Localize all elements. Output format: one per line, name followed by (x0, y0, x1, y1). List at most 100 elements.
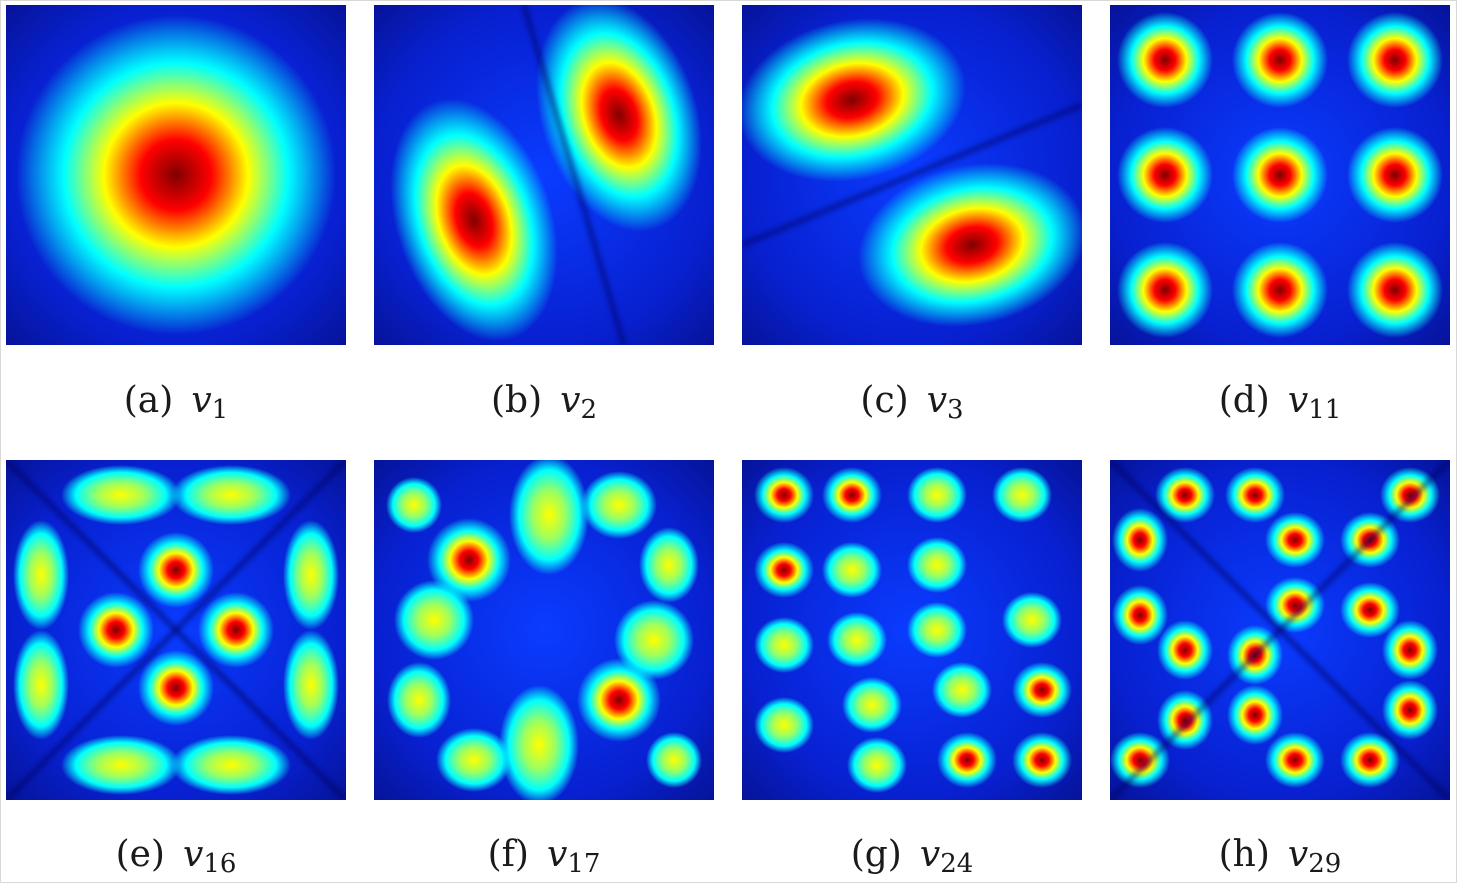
weak-lobe (639, 527, 699, 603)
peak-lobe (1347, 127, 1443, 223)
weak-lobe (171, 735, 291, 795)
caption-e: (e) v16 (6, 834, 346, 879)
eigenmode-heatmap-v3 (742, 5, 1082, 345)
caption-e-label: (e) (115, 834, 165, 875)
peak-lobe (1227, 685, 1283, 745)
peak-lobe (390, 98, 558, 342)
nodal-line (1110, 460, 1450, 800)
peak-lobe (427, 518, 511, 602)
peak-lobe (858, 163, 1082, 327)
peak-lobe (1382, 680, 1438, 740)
weak-lobe (61, 735, 181, 795)
caption-d: (d) v11 (1110, 380, 1450, 425)
peak-lobe (138, 650, 214, 726)
panel-e-plot (6, 460, 346, 800)
peak-lobe (1265, 732, 1325, 788)
weak-lobe (386, 477, 442, 533)
peak-lobe (1347, 12, 1443, 108)
caption-c-label: (c) (860, 380, 909, 421)
peak-lobe (1155, 467, 1215, 523)
peak-lobe (1232, 127, 1328, 223)
peak-lobe (1380, 467, 1440, 523)
peak-lobe (1112, 508, 1168, 572)
weak-lobe (394, 580, 474, 660)
caption-f: (f) v17 (374, 834, 714, 879)
peak-lobe (198, 592, 274, 668)
eigenmode-heatmap-v16 (6, 460, 346, 800)
peak-lobe (138, 532, 214, 608)
panel-a-plot (6, 5, 346, 345)
peak-lobe (1012, 662, 1072, 718)
weak-lobe (171, 465, 291, 525)
peak-lobe (536, 5, 702, 232)
weak-lobe (847, 737, 907, 793)
peak-lobe (1157, 620, 1213, 680)
weak-lobe (822, 542, 882, 598)
weak-lobe (842, 677, 902, 733)
peak-lobe (1117, 127, 1213, 223)
weak-lobe (932, 662, 992, 718)
caption-h: (h) v29 (1110, 834, 1450, 877)
eigenmode-heatmap-v11 (1110, 5, 1450, 345)
caption-b: (b) v2 (374, 380, 714, 425)
caption-g-var: v24 (919, 834, 974, 879)
peak-lobe (1225, 467, 1285, 523)
weak-lobe (614, 600, 694, 680)
peak-lobe (754, 467, 814, 523)
nodal-line (742, 103, 1082, 247)
peak-lobe (1340, 582, 1400, 638)
eigenmode-heatmap-v29 (1110, 460, 1450, 800)
eigenmode-heatmap-v17 (374, 460, 714, 800)
nodal-line (522, 5, 626, 345)
caption-d-label: (d) (1218, 380, 1270, 421)
peak-lobe (1157, 690, 1213, 750)
weak-lobe (992, 467, 1052, 523)
peak-lobe (1382, 620, 1438, 680)
panel-g-plot (742, 460, 1082, 800)
weak-lobe (827, 612, 887, 668)
eigenmode-heatmap-v1 (6, 5, 346, 345)
weak-lobe (283, 520, 339, 630)
peak-lobe (822, 467, 882, 523)
weak-lobe (436, 728, 512, 792)
weak-lobe (387, 662, 451, 738)
weak-lobe (646, 732, 702, 788)
caption-c-var: v3 (926, 380, 964, 425)
peak-lobe (1340, 732, 1400, 788)
peak-lobe (742, 18, 966, 182)
weak-lobe (509, 460, 589, 575)
panel-c-plot (742, 5, 1082, 345)
caption-a-label: (a) (123, 380, 174, 421)
peak-lobe (754, 542, 814, 598)
peak-lobe (1232, 242, 1328, 338)
peak-lobe (1117, 242, 1213, 338)
weak-lobe (499, 685, 579, 800)
weak-lobe (754, 617, 814, 673)
peak-lobe (1012, 732, 1072, 788)
peak-lobe (78, 592, 154, 668)
weak-lobe (13, 520, 69, 630)
caption-e-var: v16 (182, 834, 237, 879)
weak-lobe (283, 630, 339, 740)
peak-lobe (1117, 12, 1213, 108)
caption-b-var: v2 (560, 380, 598, 425)
peak-lobe (1265, 512, 1325, 568)
panel-b-plot (374, 5, 714, 345)
caption-c: (c) v3 (742, 380, 1082, 425)
caption-f-var: v17 (546, 834, 601, 879)
eigenmode-heatmap-v24 (742, 460, 1082, 800)
weak-lobe (907, 467, 967, 523)
caption-h-label: (h) (1218, 834, 1270, 875)
caption-b-label: (b) (490, 380, 543, 421)
peak-lobe (16, 15, 336, 335)
caption-a-var: v1 (191, 380, 229, 425)
weak-lobe (13, 630, 69, 740)
weak-lobe (61, 465, 181, 525)
panel-h-plot (1110, 460, 1450, 800)
peak-lobe (1110, 732, 1170, 788)
peak-lobe (577, 658, 661, 742)
caption-d-var: v11 (1287, 380, 1342, 425)
caption-a: (a) v1 (6, 380, 346, 425)
peak-lobe (1347, 242, 1443, 338)
weak-lobe (581, 471, 657, 539)
